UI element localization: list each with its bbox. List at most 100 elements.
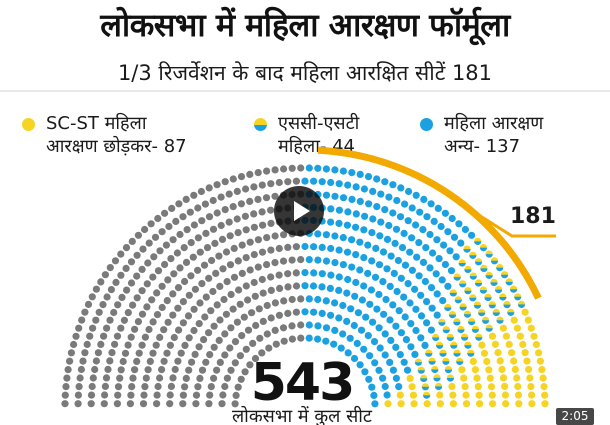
- seat-dot-general: [188, 358, 196, 366]
- seat-dot-sc-st-women-top: [448, 314, 457, 319]
- seat-dot-general: [95, 308, 103, 316]
- seat-dot-general: [127, 333, 135, 341]
- seat-dot-women-excl-sc-st: [408, 383, 416, 391]
- seat-dot-general: [106, 264, 114, 272]
- seat-dot-general: [216, 316, 224, 324]
- seat-dot-general: [258, 248, 267, 256]
- seat-dot-general: [250, 183, 258, 191]
- seat-dot-general: [113, 332, 122, 340]
- seat-dot-general: [182, 258, 191, 266]
- seat-dot-sc-st-women-top: [459, 306, 467, 311]
- seat-dot-general: [101, 271, 109, 279]
- seat-dot-women-other: [331, 299, 339, 307]
- seat-dot-women-other: [415, 239, 423, 247]
- seat-dot-general: [203, 244, 212, 252]
- seat-dot-general: [143, 280, 151, 288]
- seat-dot-general: [113, 400, 121, 408]
- seat-dot-sc-st-women-top: [503, 304, 511, 309]
- seat-dot-women-other: [383, 265, 391, 273]
- seat-dot-general: [153, 289, 161, 297]
- seat-dot-women-other: [356, 197, 364, 205]
- seat-dot-general: [174, 284, 183, 292]
- seat-dot-women-excl-sc-st: [532, 340, 541, 349]
- seat-dot-general: [248, 309, 256, 317]
- seat-dot-women-other: [417, 312, 426, 320]
- seat-dot-general: [209, 225, 218, 233]
- seat-dot-women-other: [457, 239, 465, 247]
- seat-dot-women-excl-sc-st: [515, 400, 523, 408]
- seat-dot-general: [221, 206, 229, 214]
- seat-dot-general: [174, 304, 182, 312]
- seat-dot-women-other: [420, 195, 428, 203]
- seat-dot-women-other: [348, 169, 356, 177]
- seat-dot-general: [174, 357, 182, 365]
- seat-dot-sc-st-women-top: [449, 292, 457, 297]
- seat-dot-sc-st-women-top: [456, 361, 464, 365]
- seat-dot-women-other: [343, 289, 351, 297]
- seat-dot-general: [122, 264, 130, 272]
- seat-dot-general: [86, 332, 94, 340]
- seat-dot-women-other: [346, 334, 354, 342]
- seat-dot-women-other: [368, 257, 376, 265]
- seat-dot-women-other: [375, 290, 383, 299]
- seat-dot-general: [197, 187, 205, 196]
- seat-dot-general: [66, 357, 74, 365]
- seat-dot-general: [205, 400, 213, 408]
- seat-dot-women-other: [412, 305, 420, 313]
- seat-dot-women-other: [435, 255, 443, 263]
- seat-dot-general: [216, 358, 224, 366]
- seat-dot-general: [207, 383, 215, 391]
- seat-dot-general: [114, 383, 123, 391]
- seat-dot-general: [263, 261, 271, 269]
- seat-dot-general: [127, 279, 136, 287]
- seat-dot-general: [97, 340, 105, 348]
- seat-dot-general: [145, 239, 153, 247]
- seat-dot-women-excl-sc-st: [409, 391, 418, 399]
- seat-dot-women-other: [305, 295, 313, 303]
- seat-dot-women-other: [322, 257, 331, 265]
- seat-dot-women-other: [347, 305, 355, 313]
- seat-dot-women-other: [381, 206, 389, 214]
- seat-dot-general: [246, 238, 254, 246]
- seat-dot-general: [279, 324, 288, 332]
- seat-dot-general: [195, 320, 203, 328]
- seat-dot-women-other: [361, 368, 369, 376]
- seat-dot-general: [183, 226, 191, 234]
- seat-dot-women-other: [381, 330, 389, 338]
- seat-dot-women-other: [330, 340, 338, 348]
- seat-dot-general: [118, 293, 126, 301]
- seat-dot-women-other: [397, 329, 405, 337]
- seat-dot-women-other: [343, 248, 352, 256]
- seat-dot-general: [133, 272, 141, 280]
- seat-dot-general: [218, 400, 226, 408]
- seat-dot-sc-st-women-top: [474, 241, 482, 245]
- seat-dot-general: [196, 248, 204, 256]
- seat-dot-women-other: [417, 334, 425, 342]
- seat-dot-general: [210, 322, 218, 330]
- seat-dot-women-excl-sc-st: [521, 349, 529, 357]
- seat-dot-women-other: [327, 271, 335, 279]
- seat-dot-women-excl-sc-st: [527, 324, 535, 332]
- seat-dot-women-other: [335, 206, 343, 214]
- seat-dot-women-other: [402, 336, 410, 344]
- seat-dot-general: [226, 261, 235, 269]
- seat-dot-women-other: [369, 318, 377, 326]
- play-button[interactable]: [274, 186, 324, 236]
- seat-dot-general: [140, 391, 148, 399]
- seat-dot-general: [251, 292, 259, 300]
- seat-dot-general: [163, 297, 171, 305]
- seat-dot-women-other: [404, 280, 412, 288]
- seat-dot-sc-st-women-top: [505, 281, 513, 286]
- seat-dot-women-other: [314, 256, 322, 264]
- seat-dot-women-other: [322, 324, 331, 332]
- seat-dot-sc-st-women-top: [425, 353, 433, 357]
- seat-dot-general: [231, 359, 239, 367]
- seat-dot-general: [179, 319, 187, 327]
- seat-dot-sc-st-women-top: [475, 337, 483, 341]
- seat-dot-women-excl-sc-st: [510, 316, 518, 324]
- seat-dot-general: [168, 204, 176, 212]
- seat-dot-general: [126, 400, 134, 408]
- seat-dot-sc-st-women-top: [501, 274, 509, 279]
- seat-dot-general: [236, 352, 244, 360]
